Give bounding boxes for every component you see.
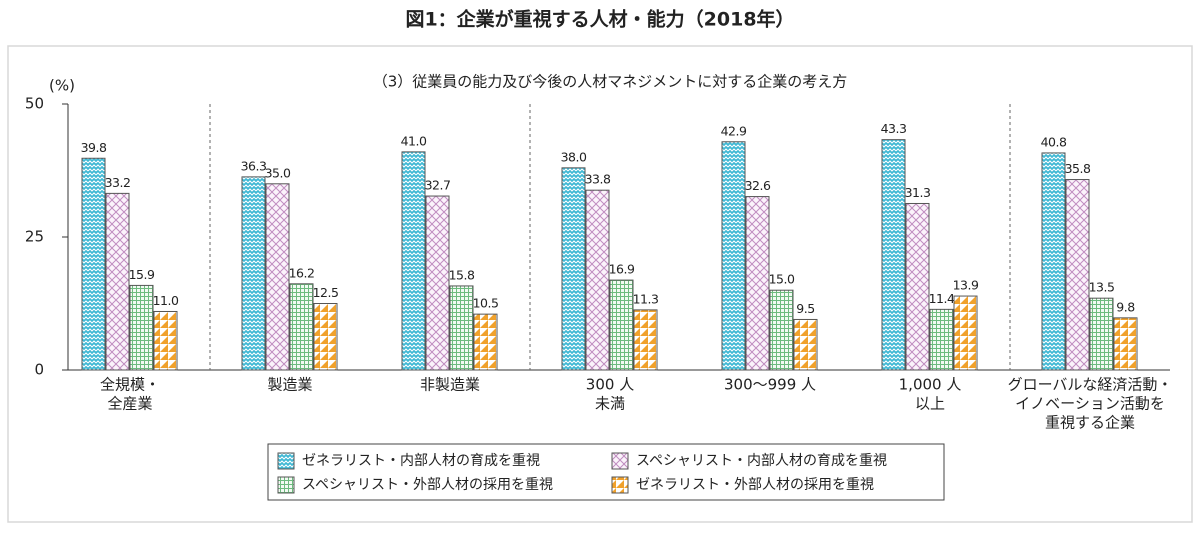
bar xyxy=(1041,152,1066,371)
value-label: 13.9 xyxy=(953,278,979,293)
value-label: 33.8 xyxy=(585,172,611,187)
y-tick-label: 25 xyxy=(25,228,44,246)
value-label: 11.0 xyxy=(153,293,179,308)
x-tick-label: グローバルな経済活動・ xyxy=(1008,376,1173,394)
value-label: 32.7 xyxy=(425,178,451,193)
legend-label: スペシャリスト・内部人材の育成を重視 xyxy=(636,453,887,469)
bar xyxy=(585,189,610,371)
value-label: 9.5 xyxy=(796,301,814,316)
legend-box xyxy=(267,443,945,501)
bar xyxy=(633,309,658,371)
value-label: 11.4 xyxy=(929,291,955,306)
y-tick-label: 50 xyxy=(25,95,44,113)
bar xyxy=(561,167,586,371)
x-tick-label: 全産業 xyxy=(107,395,152,413)
value-label: 39.8 xyxy=(81,140,107,155)
value-label: 36.3 xyxy=(241,158,267,173)
bar xyxy=(289,283,314,371)
value-label: 42.9 xyxy=(721,123,747,138)
bar xyxy=(609,279,634,371)
value-label: 10.5 xyxy=(473,296,499,311)
value-label: 32.6 xyxy=(745,178,771,193)
bar xyxy=(745,196,770,371)
value-label: 33.2 xyxy=(105,175,131,190)
bar xyxy=(1065,179,1090,371)
legend-swatch xyxy=(611,452,629,470)
chart-title: 図1：企業が重視する人材・能力（2018年） xyxy=(405,8,794,31)
bar xyxy=(313,303,338,371)
legend-swatch xyxy=(277,452,295,470)
x-tick-label: 製造業 xyxy=(267,376,312,394)
value-label: 16.2 xyxy=(289,265,315,280)
y-tick-label: 0 xyxy=(34,361,44,379)
bar xyxy=(1113,317,1138,371)
x-tick-label: イノベーション活動を xyxy=(1015,395,1165,413)
x-tick-label: 重視する企業 xyxy=(1045,414,1135,432)
value-label: 9.8 xyxy=(1116,299,1135,314)
x-tick-label: 未満 xyxy=(595,395,625,413)
value-label: 35.8 xyxy=(1065,161,1091,176)
bar xyxy=(473,313,498,371)
bar xyxy=(401,151,426,371)
bar xyxy=(905,202,930,371)
legend-swatch xyxy=(611,476,629,494)
value-label: 11.3 xyxy=(633,291,659,306)
value-label: 15.9 xyxy=(129,267,155,282)
bar xyxy=(265,183,290,371)
bar xyxy=(425,195,450,371)
x-tick-label: 以上 xyxy=(915,395,945,413)
bar xyxy=(153,310,178,371)
legend-label: ゼネラリスト・内部人材の育成を重視 xyxy=(302,453,540,469)
bar xyxy=(769,289,794,371)
bar xyxy=(881,139,906,371)
bar xyxy=(721,141,746,371)
x-tick-label: 1,000 人 xyxy=(899,376,962,394)
y-axis-label: (%) xyxy=(49,77,75,95)
bar xyxy=(1089,297,1114,371)
legend-swatch xyxy=(277,476,295,494)
legend-label: スペシャリスト・外部人材の採用を重視 xyxy=(302,477,553,493)
value-label: 12.5 xyxy=(313,285,339,300)
value-label: 35.0 xyxy=(265,165,291,180)
x-tick-label: 300～999 人 xyxy=(724,376,816,394)
value-label: 13.5 xyxy=(1089,280,1115,295)
value-label: 31.3 xyxy=(905,185,931,200)
value-label: 38.0 xyxy=(561,149,587,164)
value-label: 15.8 xyxy=(449,267,475,282)
bar xyxy=(929,308,954,371)
x-tick-label: 全規模・ xyxy=(100,376,160,394)
value-label: 43.3 xyxy=(881,121,907,136)
bar xyxy=(129,284,154,371)
bar xyxy=(449,285,474,371)
value-label: 15.0 xyxy=(769,272,795,287)
x-tick-label: 非製造業 xyxy=(420,376,480,394)
chart-subtitle: （3）従業員の能力及び今後の人材マネジメントに対する企業の考え方 xyxy=(373,73,848,91)
bar xyxy=(81,157,106,371)
x-tick-label: 300 人 xyxy=(586,376,634,394)
bar xyxy=(105,192,130,371)
bar xyxy=(953,295,978,371)
bar xyxy=(241,176,266,371)
legend-label: ゼネラリスト・外部人材の採用を重視 xyxy=(636,477,874,493)
value-label: 40.8 xyxy=(1041,134,1067,149)
value-label: 41.0 xyxy=(401,133,427,148)
bar xyxy=(793,318,818,371)
value-label: 16.9 xyxy=(609,262,635,277)
